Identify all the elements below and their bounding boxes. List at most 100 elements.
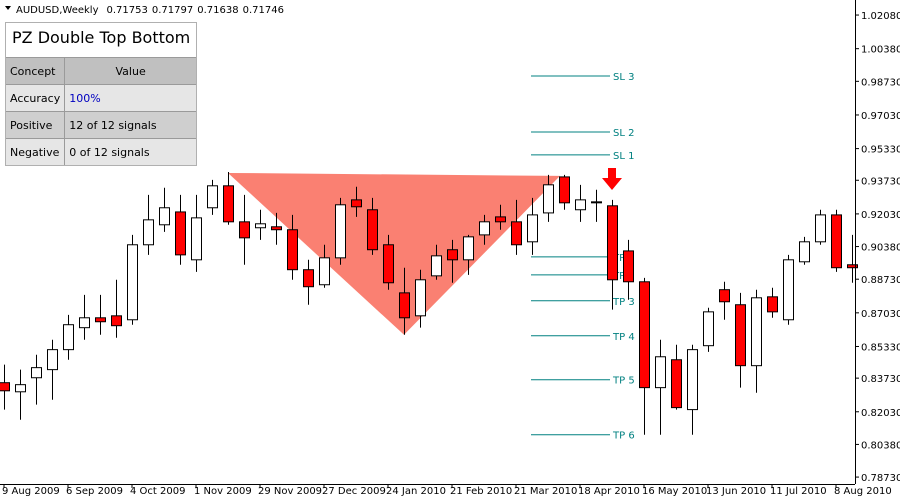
candle-body — [191, 217, 202, 261]
candle-body — [271, 226, 282, 231]
y-tick-label: 0.80380 — [861, 440, 900, 451]
x-tick-label: 27 Dec 2009 — [322, 486, 386, 497]
candle-body — [671, 359, 682, 409]
candle-body — [383, 244, 394, 284]
y-tick-label: 1.02080 — [861, 11, 900, 22]
header-cell: Concept — [6, 57, 66, 85]
candle-body — [799, 241, 810, 263]
cell: Positive — [6, 111, 66, 139]
candle-body — [31, 367, 42, 379]
level-label: TP 6 — [612, 431, 635, 442]
candle-body — [47, 349, 58, 371]
y-tick-label: 0.95330 — [861, 145, 900, 156]
candle-body — [543, 184, 554, 214]
menu-arrow[interactable] — [5, 6, 11, 10]
cell: Accuracy — [6, 84, 66, 112]
candle-body — [223, 185, 234, 223]
candle-body — [751, 297, 762, 367]
y-tick-label: 0.98730 — [861, 77, 900, 88]
candle-body — [559, 176, 570, 204]
candle-body — [127, 244, 138, 321]
y-tick-label: 1.00380 — [861, 45, 900, 56]
candle-body — [255, 223, 266, 229]
y-tick-label: 0.90380 — [861, 243, 900, 254]
cell: 12 of 12 signals — [64, 111, 196, 139]
candle-body — [239, 221, 250, 239]
candle-body — [351, 199, 362, 208]
candle-body — [95, 317, 106, 323]
candle-body — [719, 289, 730, 303]
y-tick-label: 0.78730 — [861, 473, 900, 484]
candle-body — [527, 214, 538, 243]
y-tick-label: 0.97030 — [861, 111, 900, 122]
y-tick-label: 0.83730 — [861, 374, 900, 385]
y-tick-label: 0.87030 — [861, 309, 900, 320]
stats-table: Concept Value Accuracy 100% Positive 12 of … — [6, 57, 196, 165]
x-tick-label: 21 Mar 2010 — [514, 486, 577, 497]
level-label: TP 4 — [612, 332, 635, 343]
candle-body — [783, 259, 794, 321]
candle-body — [399, 292, 410, 319]
level-label: SL 1 — [613, 151, 634, 162]
quote-value: 0.71797 — [152, 5, 193, 16]
x-tick-label: 9 Aug 2009 — [2, 486, 60, 497]
candle-body — [831, 214, 842, 269]
candle-body — [111, 315, 122, 327]
candle-body — [847, 264, 858, 269]
candle-body — [463, 236, 474, 261]
stats-panel: PZ Double Top Bottom Concept Value Accura… — [5, 22, 197, 166]
candle-body — [479, 221, 490, 236]
candle-body — [143, 219, 154, 246]
x-tick-label: 29 Nov 2009 — [258, 486, 322, 497]
y-tick-label: 0.82030 — [861, 408, 900, 419]
symbol: AUDUSD,Weekly — [16, 5, 99, 16]
candle-body — [495, 216, 506, 223]
candle-body — [0, 382, 10, 392]
candle-body — [815, 214, 826, 243]
quote-value: 0.71753 — [107, 5, 148, 16]
level-label: TP 3 — [612, 297, 635, 308]
x-tick-label: 8 Aug 2010 — [834, 486, 892, 497]
candle-body — [367, 209, 378, 251]
x-tick-label: 1 Nov 2009 — [194, 486, 252, 497]
candle-body — [591, 201, 602, 204]
y-tick-label: 0.93730 — [861, 176, 900, 187]
x-tick-label: 24 Jan 2010 — [386, 486, 446, 497]
candle-body — [639, 281, 650, 389]
candle-body — [575, 199, 586, 211]
level-label: SL 2 — [613, 128, 634, 139]
candle-body — [79, 317, 90, 329]
level-label: SL 3 — [613, 72, 634, 83]
x-tick-label: 4 Oct 2009 — [130, 486, 185, 497]
y-tick-label: 0.92030 — [861, 210, 900, 221]
cell: Negative — [6, 138, 66, 165]
candle-body — [735, 304, 746, 367]
candle-body — [175, 211, 186, 256]
y-tick-label: 0.85330 — [861, 342, 900, 353]
level-label: TP 5 — [612, 376, 635, 387]
candle-body — [303, 269, 314, 288]
symbol-header: AUDUSD,Weekly 0.71753 0.71797 0.71638 0.7174… — [16, 5, 284, 16]
candle-body — [319, 257, 330, 286]
candle-body — [767, 296, 778, 313]
signal-arrow — [602, 168, 622, 190]
candle-body — [447, 249, 458, 261]
candle-body — [431, 255, 442, 277]
candle-body — [335, 204, 346, 259]
candle-body — [415, 279, 426, 317]
candle-body — [655, 356, 666, 389]
y-tick-label: 0.88730 — [861, 275, 900, 286]
candle-body — [623, 250, 634, 283]
cell: 0 of 12 signals — [64, 138, 196, 165]
header-cell: Value — [64, 57, 196, 85]
cell: 100% — [64, 84, 196, 112]
x-tick-label: 6 Sep 2009 — [66, 486, 123, 497]
candle-body — [207, 185, 218, 209]
x-tick-label: 18 Apr 2010 — [578, 486, 640, 497]
quote-value: 0.71638 — [197, 5, 238, 16]
candle-body — [15, 384, 26, 393]
x-tick-label: 13 Jun 2010 — [706, 486, 766, 497]
candle-body — [287, 229, 298, 271]
x-tick-label: 21 Feb 2010 — [450, 486, 512, 497]
quote-value: 0.71746 — [243, 5, 284, 16]
